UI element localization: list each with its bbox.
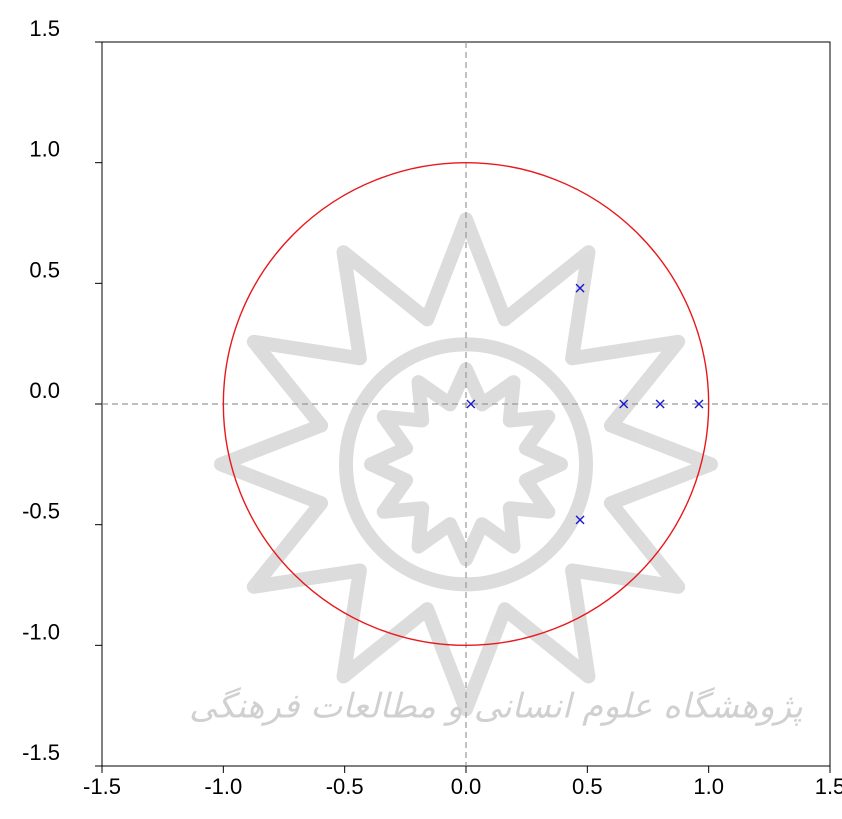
data-point-stroke-b	[694, 399, 704, 409]
x-axis: -1.5 -1.0 -0.5 0.0 0.5 1.0 1.5	[83, 766, 842, 799]
y-tick-label: 0.0	[29, 378, 60, 403]
data-point-stroke-b	[466, 399, 476, 409]
data-point	[575, 515, 585, 525]
x-tick-label: 1.5	[815, 774, 842, 799]
x-tick-label: -1.5	[83, 774, 121, 799]
unit-circle-layer	[222, 161, 710, 647]
data-point	[466, 399, 476, 409]
watermark: پژوهشگاه علوم انسانی و مطالعات فرهنگی	[189, 212, 803, 727]
data-point	[619, 399, 629, 409]
y-tick-label: -1.0	[22, 619, 60, 644]
data-point	[575, 283, 585, 293]
x-tick-label: 0.5	[572, 774, 603, 799]
y-tick-label: 1.0	[29, 137, 60, 162]
x-tick-label: 0.0	[451, 774, 482, 799]
data-point-stroke-b	[619, 399, 629, 409]
data-point-stroke-b	[655, 399, 665, 409]
data-points	[466, 283, 704, 525]
data-point	[655, 399, 665, 409]
reference-lines	[102, 42, 830, 766]
data-point-stroke-b	[575, 515, 585, 525]
y-axis: 1.5 1.0 0.5 0.0 -0.5 -1.0 -1.5	[22, 16, 102, 767]
data-point	[694, 399, 704, 409]
data-point-stroke-b	[575, 283, 585, 293]
x-tick-label: -1.0	[204, 774, 242, 799]
y-tick-label: -1.5	[22, 740, 60, 765]
y-tick-label: 0.5	[29, 257, 60, 282]
x-tick-label: -0.5	[326, 774, 364, 799]
x-tick-label: 1.0	[693, 774, 724, 799]
y-tick-label: 1.5	[29, 16, 60, 41]
unit-circle	[222, 161, 710, 647]
rosette-inner-star	[364, 362, 568, 567]
rosette-outer-star	[214, 212, 718, 717]
y-tick-label: -0.5	[22, 499, 60, 524]
watermark-text: پژوهشگاه علوم انسانی و مطالعات فرهنگی	[189, 687, 803, 727]
